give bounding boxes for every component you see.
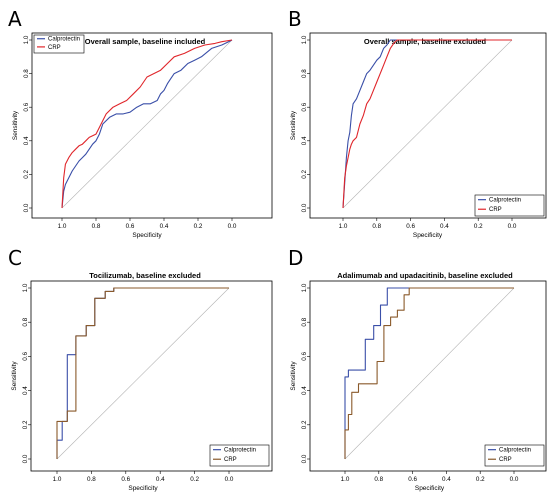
x-tick-label: 0.6	[126, 223, 135, 230]
panel-title: Tocilizumab, baseline excluded	[89, 271, 201, 280]
x-tick-label: 0.4	[156, 476, 165, 483]
y-tick-label: 1.0	[22, 283, 29, 292]
legend-label: CRP	[48, 45, 61, 51]
x-tick-label: 1.0	[341, 476, 350, 483]
legend-box	[209, 444, 270, 467]
reference-diagonal	[61, 39, 233, 209]
x-tick-label: 1.0	[58, 223, 67, 230]
legend-label: CRP	[499, 457, 512, 463]
x-tick-label: 0.4	[440, 223, 449, 230]
x-tick-label: 1.0	[53, 476, 62, 483]
y-tick-label: 1.0	[301, 283, 308, 292]
series-line-calprotectin	[61, 39, 233, 209]
series-line-crp	[56, 287, 229, 459]
y-tick-label: 0.0	[23, 203, 30, 212]
y-tick-label: 0.2	[301, 170, 308, 179]
y-tick-label: 1.0	[23, 35, 30, 44]
reference-diagonal	[344, 287, 515, 460]
y-tick-label: 0.2	[23, 170, 30, 179]
legend-label: Calprotectin	[499, 448, 531, 454]
x-axis-label: Specificity	[415, 485, 445, 492]
x-tick-label: 0.4	[442, 476, 451, 483]
series-line-crp	[342, 39, 512, 209]
y-tick-label: 0.6	[22, 352, 29, 361]
x-axis-label: Specificity	[132, 232, 162, 239]
x-axis-label: Specificity	[413, 232, 443, 239]
x-tick-label: 0.0	[228, 223, 237, 230]
x-tick-label: 0.2	[190, 476, 199, 483]
x-axis-label: Specificity	[128, 485, 158, 492]
y-tick-label: 1.0	[301, 35, 308, 44]
reference-diagonal	[342, 39, 513, 209]
y-axis-label: Sensitivity	[12, 110, 19, 140]
panel-letter: B	[288, 7, 302, 31]
panel-d: D Adalimumab and upadacitinib, baseline e…	[288, 246, 547, 492]
y-tick-label: 0.8	[301, 317, 308, 326]
y-tick-label: 0.6	[301, 102, 308, 111]
y-tick-label: 0.4	[23, 136, 30, 145]
panel-title: Adalimumab and upadacitinib, baseline ex…	[337, 271, 513, 280]
plot-frame	[309, 280, 547, 472]
y-tick-label: 0.4	[301, 386, 308, 395]
plot-frame	[31, 32, 273, 219]
x-tick-label: 0.8	[372, 223, 381, 230]
series-line-calprotectin	[342, 39, 512, 209]
x-tick-label: 0.6	[408, 476, 417, 483]
x-tick-label: 0.2	[474, 223, 483, 230]
y-tick-label: 0.2	[22, 420, 29, 429]
y-tick-label: 0.0	[301, 203, 308, 212]
reference-diagonal	[56, 287, 230, 460]
series-line-crp	[344, 287, 514, 459]
y-tick-label: 0.0	[22, 454, 29, 463]
y-tick-label: 0.8	[301, 69, 308, 78]
panel-letter: C	[8, 246, 22, 270]
series-line-crp	[61, 39, 233, 209]
legend-label: Calprotectin	[224, 448, 256, 454]
x-tick-label: 0.0	[225, 476, 234, 483]
panel-letter: D	[288, 246, 303, 270]
panel-title: Overall sample, baseline excluded	[364, 37, 487, 46]
y-tick-label: 0.4	[22, 386, 29, 395]
y-tick-label: 0.4	[301, 136, 308, 145]
panel-c: C Tocilizumab, baseline excluded 1.0 0.8 0.6…	[8, 246, 273, 492]
y-tick-label: 0.2	[301, 420, 308, 429]
x-tick-label: 0.8	[87, 476, 96, 483]
series-line-calprotectin	[344, 287, 514, 459]
y-tick-label: 0.8	[23, 69, 30, 78]
panel-letter: A	[8, 7, 22, 31]
y-axis-label: Sensitivity	[11, 361, 18, 391]
x-tick-label: 0.0	[508, 223, 517, 230]
legend-label: CRP	[489, 207, 502, 213]
legend-box	[474, 194, 545, 217]
y-tick-label: 0.6	[23, 102, 30, 111]
x-tick-label: 1.0	[339, 223, 348, 230]
x-tick-label: 0.8	[92, 223, 101, 230]
x-tick-label: 0.2	[476, 476, 485, 483]
legend-box	[484, 444, 545, 467]
legend-label: CRP	[224, 457, 237, 463]
y-axis-label: Sensitivity	[290, 110, 297, 140]
x-tick-label: 0.6	[121, 476, 130, 483]
y-tick-label: 0.8	[22, 317, 29, 326]
panel-title: Overall sample, baseline included	[85, 37, 206, 46]
plot-frame	[309, 32, 547, 219]
legend-label: Calprotectin	[489, 198, 521, 204]
legend-label: Calprotectin	[48, 37, 80, 43]
y-tick-label: 0.0	[301, 454, 308, 463]
y-tick-label: 0.6	[301, 352, 308, 361]
panel-b: B Overall sample, baseline excluded 1.0 0.8…	[288, 7, 547, 239]
x-tick-label: 0.4	[160, 223, 169, 230]
x-tick-label: 0.2	[194, 223, 203, 230]
x-tick-label: 0.8	[374, 476, 383, 483]
plot-frame	[30, 280, 273, 472]
x-tick-label: 0.0	[510, 476, 519, 483]
x-tick-label: 0.6	[406, 223, 415, 230]
legend-box	[33, 34, 85, 54]
y-axis-label: Sensitivity	[290, 361, 297, 391]
panel-a: A Overall sample, baseline included 1.0 0.8…	[8, 7, 273, 239]
